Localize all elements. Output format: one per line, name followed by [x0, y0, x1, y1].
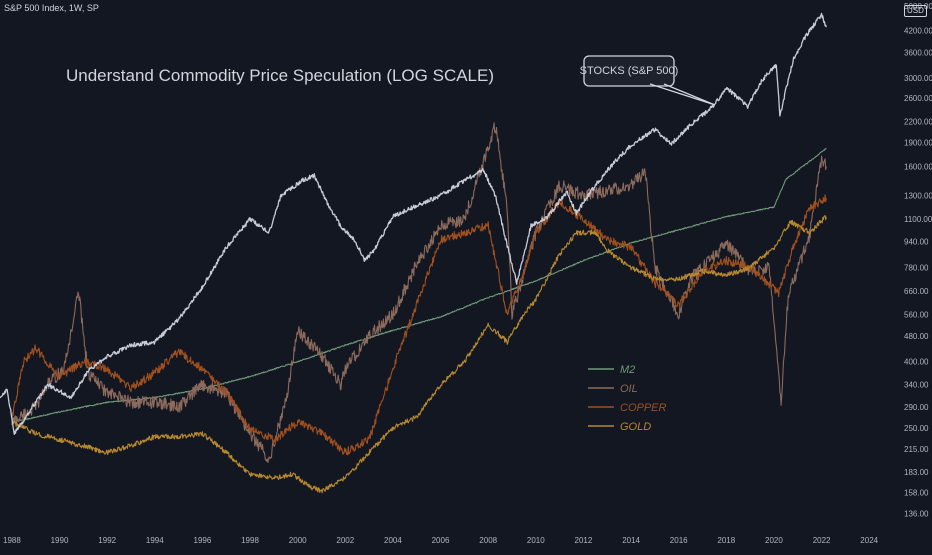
y-tick-label: 340.00 [904, 381, 929, 390]
y-tick-label: 660.00 [904, 287, 929, 296]
x-tick-label: 1990 [51, 536, 69, 545]
y-tick-label: 560.00 [904, 310, 929, 319]
y-tick-label: 136.00 [904, 510, 929, 519]
x-tick-label: 2018 [717, 536, 735, 545]
y-tick-label: 158.00 [904, 489, 929, 498]
series-line-copper[interactable] [11, 194, 827, 456]
annotation-pointer [663, 83, 715, 106]
y-tick-label: 400.00 [904, 358, 929, 367]
x-tick-label: 1992 [98, 536, 116, 545]
y-tick-label: 2600.00 [904, 94, 932, 103]
annotation-text: STOCKS (S&P 500) [580, 65, 679, 77]
legend: M2 OIL COPPER GOLD [588, 364, 667, 433]
annotation-box[interactable] [583, 55, 675, 87]
x-tick-label: 2016 [670, 536, 688, 545]
currency-badge[interactable]: USD [904, 5, 927, 17]
y-tick-label: 215.00 [904, 445, 929, 454]
x-tick-label: 2002 [336, 536, 354, 545]
x-tick-label: 2008 [479, 536, 497, 545]
chart-title: Understand Commodity Price Speculation (… [66, 66, 494, 85]
y-tick-label: 5000.00 [904, 2, 932, 11]
legend-label-m2: M2 [620, 364, 635, 376]
y-tick-label: 3600.00 [904, 48, 932, 57]
symbol-header: S&P 500 Index, 1W, SP [4, 3, 99, 13]
legend-label-gold: GOLD [620, 421, 651, 433]
x-tick-label: 2020 [765, 536, 783, 545]
y-tick-label: 3000.00 [904, 74, 932, 83]
x-tick-label: 2000 [289, 536, 307, 545]
series-line-m2[interactable] [11, 147, 827, 424]
y-tick-label: 480.00 [904, 332, 929, 341]
y-tick-label: 250.00 [904, 424, 929, 433]
annotation-pointer [649, 83, 715, 106]
y-tick-label: 1100.00 [904, 215, 932, 224]
annotation-layer: STOCKS (S&P 500) [580, 55, 715, 106]
x-tick-label: 1998 [241, 536, 259, 545]
y-tick-label: 183.00 [904, 468, 929, 477]
x-tick-label: 2024 [860, 536, 878, 545]
series-layer [0, 12, 827, 494]
y-tick-label: 940.00 [904, 237, 929, 246]
series-line-oil[interactable] [11, 122, 827, 464]
series-line-stocks[interactable] [0, 12, 827, 435]
x-tick-label: 2004 [384, 536, 402, 545]
x-tick-label: 1988 [3, 536, 21, 545]
x-tick-label: 2014 [622, 536, 640, 545]
x-tick-label: 1996 [194, 536, 212, 545]
x-tick-label: 2010 [527, 536, 545, 545]
x-tick-label: 1994 [146, 536, 164, 545]
y-tick-label: 1300.00 [904, 192, 932, 201]
y-axis: 5000.00 4200.00 3600.00 3000.00 2600.00 2200.… [904, 2, 932, 519]
y-tick-label: 780.00 [904, 264, 929, 273]
y-tick-label: 2200.00 [904, 118, 932, 127]
legend-label-oil: OIL [620, 383, 638, 395]
y-tick-label: 290.00 [904, 403, 929, 412]
x-tick-label: 2022 [813, 536, 831, 545]
series-line-gold[interactable] [11, 214, 827, 494]
y-tick-label: 1900.00 [904, 138, 932, 147]
legend-label-copper: COPPER [620, 402, 667, 414]
y-tick-label: 1600.00 [904, 163, 932, 172]
x-axis: 1988 1990 1992 1994 1996 1998 2000 2002 2004 2006… [3, 536, 879, 545]
x-tick-label: 2012 [575, 536, 593, 545]
x-tick-label: 2006 [432, 536, 450, 545]
y-tick-label: 4200.00 [904, 27, 932, 36]
